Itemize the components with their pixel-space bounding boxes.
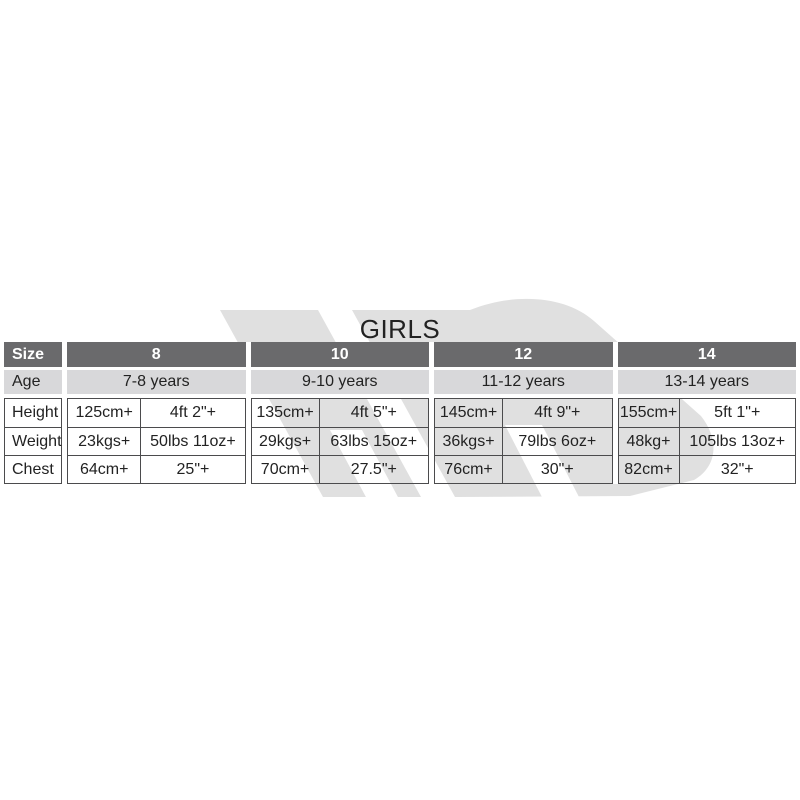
measurements-body: Height Weight Chest 125cm+ 4ft 2"+ 23kgs… (4, 398, 796, 484)
watermark-white-slash (505, 425, 580, 499)
chest-row-label: Chest (5, 455, 61, 483)
column-gap (612, 342, 618, 367)
row-labels-box: Height Weight Chest (4, 398, 62, 484)
chest-imperial-cell-size-8: 25"+ (140, 455, 245, 483)
weight-metric-cell-size-12: 36kgs+ (435, 427, 503, 455)
column-gap (429, 370, 434, 394)
column-gap (429, 342, 434, 367)
height-imperial-cell-size-12: 4ft 9"+ (502, 399, 611, 427)
row-gap (4, 367, 796, 370)
size-12-body: 145cm+ 4ft 9"+ 36kgs+ 79lbs 6oz+ 76cm+ 3… (434, 398, 613, 484)
size-8-body: 125cm+ 4ft 2"+ 23kgs+ 50lbs 11oz+ 64cm+ … (67, 398, 246, 484)
age-cell-size-14: 13-14 years (617, 370, 796, 394)
size-header-row: Size 8 10 12 14 (4, 342, 796, 367)
size-10-header: 10 (250, 342, 429, 367)
age-row: Age 7-8 years 9-10 years 11-12 years 13-… (4, 370, 796, 394)
weight-imperial-cell-size-8: 50lbs 11oz+ (140, 427, 245, 455)
column-gap (612, 398, 618, 484)
size-12-header: 12 (434, 342, 613, 367)
weight-metric-cell-size-8: 23kgs+ (68, 427, 141, 455)
age-cell-size-8: 7-8 years (67, 370, 246, 394)
age-row-label: Age (4, 370, 62, 394)
column-gap (245, 398, 251, 484)
age-cell-size-10: 9-10 years (250, 370, 429, 394)
height-imperial-cell-size-8: 4ft 2"+ (140, 399, 244, 427)
chest-metric-cell-size-12: 76cm+ (435, 455, 503, 483)
chest-metric-cell-size-8: 64cm+ (68, 455, 141, 483)
height-metric-cell-size-10: 135cm+ (256, 404, 314, 421)
weight-row-label: Weight (5, 427, 62, 455)
page-title: GIRLS (359, 314, 441, 344)
chest-metric-cell-size-10: 70cm+ (251, 455, 319, 483)
weight-metric-cell-size-10: 29kgs+ (251, 427, 319, 455)
column-gap (612, 370, 618, 394)
height-metric-cell-size-14: 155cm+ (619, 404, 678, 421)
weight-metric-cell-size-14: 48kg+ (618, 427, 679, 455)
chest-imperial-cell-size-12: 30"+ (502, 455, 612, 483)
chest-imperial-cell-size-10: 27.5"+ (318, 455, 428, 483)
weight-imperial-cell-size-12: 79lbs 6oz+ (502, 427, 612, 455)
size-10-body: 135cm+ 4ft 5"+ 29kgs+ 63lbs 15oz+ 70cm+ … (250, 398, 429, 484)
row-gap (4, 394, 796, 398)
column-gap (62, 342, 67, 367)
height-metric-cell-size-8: 125cm+ (75, 404, 133, 421)
height-imperial-cell-size-14: 5ft 1"+ (678, 399, 796, 427)
watermark-white-slash-2 (330, 430, 399, 499)
weight-imperial-cell-size-14: 105lbs 13oz+ (678, 427, 795, 455)
height-row-label: Height (12, 404, 59, 421)
size-chart-table: Size 8 10 12 14 Age 7-8 years 9-10 years… (4, 342, 796, 484)
height-metric-cell-size-12: 145cm+ (439, 404, 498, 421)
column-gap (245, 370, 251, 394)
chest-metric-cell-size-14: 82cm+ (618, 455, 679, 483)
size-14-body: 155cm+ 5ft 1"+ 48kg+ 105lbs 13oz+ 82cm+ … (617, 398, 796, 484)
corner-label: Size (4, 342, 62, 367)
size-14-header: 14 (617, 342, 796, 367)
age-cell-size-12: 11-12 years (434, 370, 613, 394)
weight-imperial-cell-size-10: 63lbs 15oz+ (318, 427, 428, 455)
chest-imperial-cell-size-14: 32"+ (678, 455, 795, 483)
height-imperial-cell-size-10: 4ft 5"+ (318, 399, 428, 427)
column-gap (245, 342, 251, 367)
size-8-header: 8 (67, 342, 246, 367)
column-gap (62, 370, 67, 394)
column-gap (429, 398, 434, 484)
column-gap (62, 398, 67, 484)
